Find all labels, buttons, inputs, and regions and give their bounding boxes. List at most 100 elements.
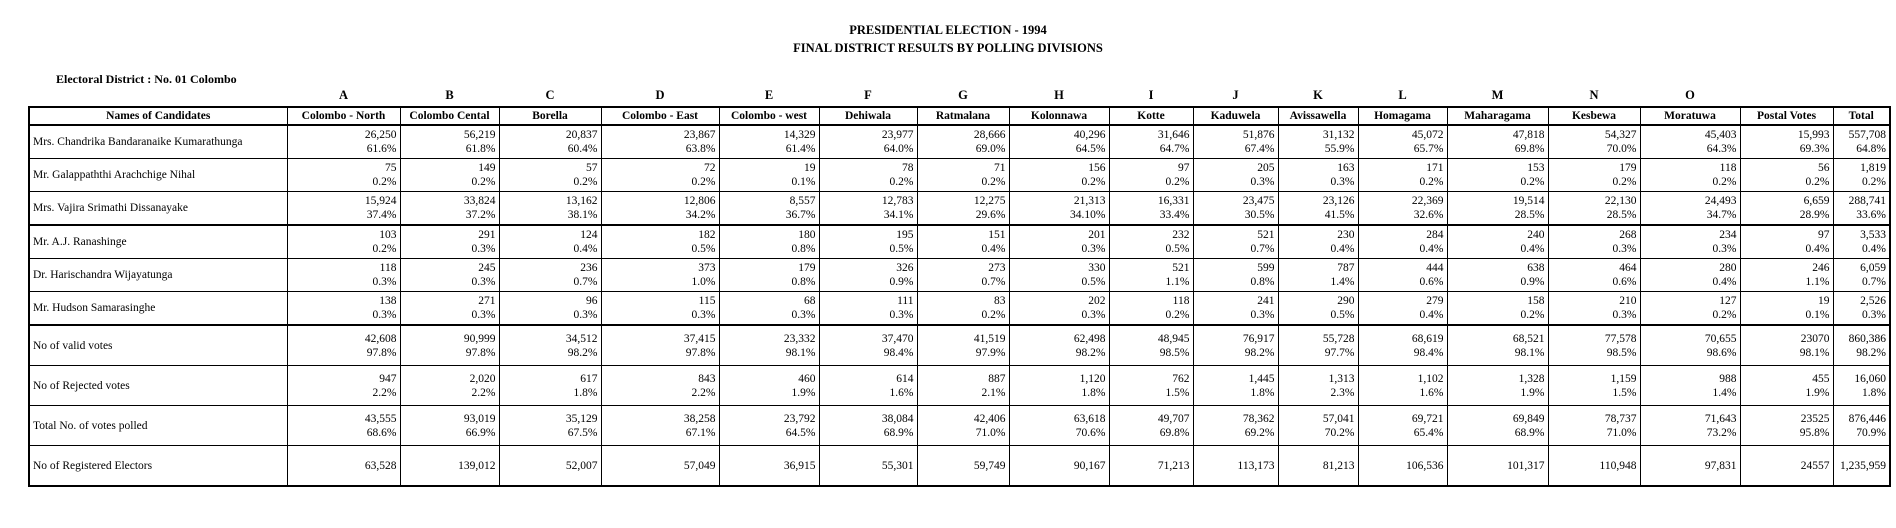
row-label: Dr. Harischandra Wijayatunga: [28, 258, 288, 292]
vote-percent: 98.2%: [567, 346, 598, 359]
vote-count: 127: [1719, 295, 1737, 307]
vote-percent: 98.2%: [1075, 346, 1106, 359]
vote-percent: 2.1%: [981, 386, 1006, 399]
column-letter: J: [1232, 88, 1239, 102]
header-column: Kesbewa: [1547, 106, 1641, 126]
table-cell: 20,837 60.4%: [498, 124, 602, 159]
table-cell: 37,415 97.8%: [600, 324, 720, 366]
table-cell: 236 0.7%: [498, 258, 602, 292]
vote-percent: 0.1%: [791, 176, 816, 188]
table-cell: 860,386 98.2%: [1832, 324, 1891, 366]
table-cell: 68,619 98.4%: [1357, 324, 1448, 366]
vote-count: 83: [994, 295, 1006, 307]
vote-percent: 65.4%: [1413, 426, 1444, 439]
vote-count: 6,659: [1803, 195, 1830, 207]
table-cell: 230 0.4%: [1277, 224, 1359, 259]
vote-count: 23525: [1800, 412, 1830, 425]
vote-percent: 0.3%: [471, 309, 496, 321]
vote-count: 3,533: [1860, 229, 1886, 241]
table-cell: 6,659 28.9%: [1739, 191, 1834, 226]
vote-count: 151: [988, 229, 1006, 241]
vote-percent: 98.1%: [785, 346, 816, 359]
column-letter: A: [338, 88, 349, 102]
table-cell: 55,728 97.7%: [1277, 324, 1359, 366]
table-cell: 179 0.8%: [718, 258, 820, 292]
table-cell: 13,162 38.1%: [498, 191, 602, 226]
candidate-row: Mr. Hudson Samarasinghe 138 0.3% 271 0.3% 96 0…: [28, 291, 1891, 326]
vote-count: 111: [897, 295, 914, 307]
vote-percent: 29.6%: [975, 209, 1006, 221]
table-cell: 149 0.2%: [399, 158, 500, 192]
vote-count: 55,728: [1322, 332, 1355, 345]
vote-percent: 34.10%: [1070, 209, 1106, 221]
vote-count: 290: [1337, 295, 1355, 307]
header-column: Colombo - west: [718, 106, 820, 126]
vote-count: 47,818: [1512, 129, 1545, 141]
vote-count: 179: [1619, 162, 1637, 174]
vote-count: 557,708: [1848, 129, 1886, 141]
table-cell: 19,514 28.5%: [1446, 191, 1549, 226]
table-cell: 45,072 65.7%: [1357, 124, 1448, 159]
table-cell: 23,475 30.5%: [1192, 191, 1279, 226]
vote-percent: 0.3%: [889, 309, 914, 321]
table-cell: 1,313 2.3%: [1277, 365, 1359, 406]
vote-percent: 55.9%: [1324, 143, 1355, 155]
vote-percent: 61.4%: [785, 143, 816, 155]
table-cell: 97 0.4%: [1739, 224, 1834, 259]
row-label: No of Rejected votes: [28, 365, 288, 406]
vote-count: 42,406: [973, 412, 1006, 425]
vote-percent: 0.2%: [1165, 309, 1190, 321]
vote-percent: 61.6%: [366, 143, 397, 155]
table-cell: 202 0.3%: [1008, 291, 1110, 326]
table-cell: 1,819 0.2%: [1832, 158, 1891, 192]
vote-count: 6,059: [1860, 262, 1886, 274]
vote-percent: 60.4%: [567, 143, 598, 155]
vote-count: 22,369: [1411, 195, 1444, 207]
vote-percent: 37.2%: [465, 209, 496, 221]
vote-percent: 64.7%: [1159, 143, 1190, 155]
vote-count: 464: [1619, 262, 1637, 274]
table-cell: 111 0.3%: [818, 291, 918, 326]
column-letter: D: [655, 88, 665, 102]
vote-count: 41,519: [973, 332, 1006, 345]
vote-count: 887: [988, 372, 1006, 385]
vote-percent: 0.3%: [1250, 309, 1275, 321]
vote-count: 268: [1619, 229, 1637, 241]
table-cell: 23,867 63.8%: [600, 124, 720, 159]
table-cell: 787 1.4%: [1277, 258, 1359, 292]
vote-count: 38,258: [683, 412, 716, 425]
table-cell: 232 0.5%: [1108, 224, 1194, 259]
vote-count: 617: [580, 372, 598, 385]
vote-count: 638: [1527, 262, 1545, 274]
vote-count: 71: [994, 162, 1006, 174]
table-header-row: Names of Candidates Colombo - North Colomb…: [28, 106, 1891, 126]
vote-count: 63,528: [364, 459, 397, 472]
vote-count: 232: [1172, 229, 1190, 241]
vote-percent: 97.7%: [1324, 346, 1355, 359]
table-cell: 36,915: [718, 445, 820, 487]
table-cell: 464 0.6%: [1547, 258, 1641, 292]
header-column: Kaduwela: [1192, 106, 1279, 126]
table-cell: 38,084 68.9%: [818, 405, 918, 446]
vote-percent: 0.3%: [372, 309, 397, 321]
vote-count: 103: [379, 229, 397, 241]
table-cell: 195 0.5%: [818, 224, 918, 259]
table-cell: 97,831: [1639, 445, 1741, 487]
vote-count: 8,557: [789, 195, 816, 207]
vote-count: 49,707: [1157, 412, 1190, 425]
column-letter: N: [1589, 88, 1599, 102]
table-cell: 139,012: [399, 445, 500, 487]
column-letter: K: [1313, 88, 1323, 102]
table-cell: 110,948: [1547, 445, 1641, 487]
table-cell: 76,917 98.2%: [1192, 324, 1279, 366]
vote-count: 101,317: [1507, 459, 1545, 472]
vote-percent: 34.7%: [1706, 209, 1737, 221]
vote-percent: 0.2%: [1712, 176, 1737, 188]
vote-percent: 0.3%: [1081, 243, 1106, 255]
vote-percent: 98.5%: [1159, 346, 1190, 359]
vote-count: 48,945: [1157, 332, 1190, 345]
vote-percent: 0.2%: [372, 243, 397, 255]
vote-count: 444: [1426, 262, 1444, 274]
vote-percent: 0.3%: [691, 309, 716, 321]
vote-count: 106,536: [1406, 459, 1444, 472]
